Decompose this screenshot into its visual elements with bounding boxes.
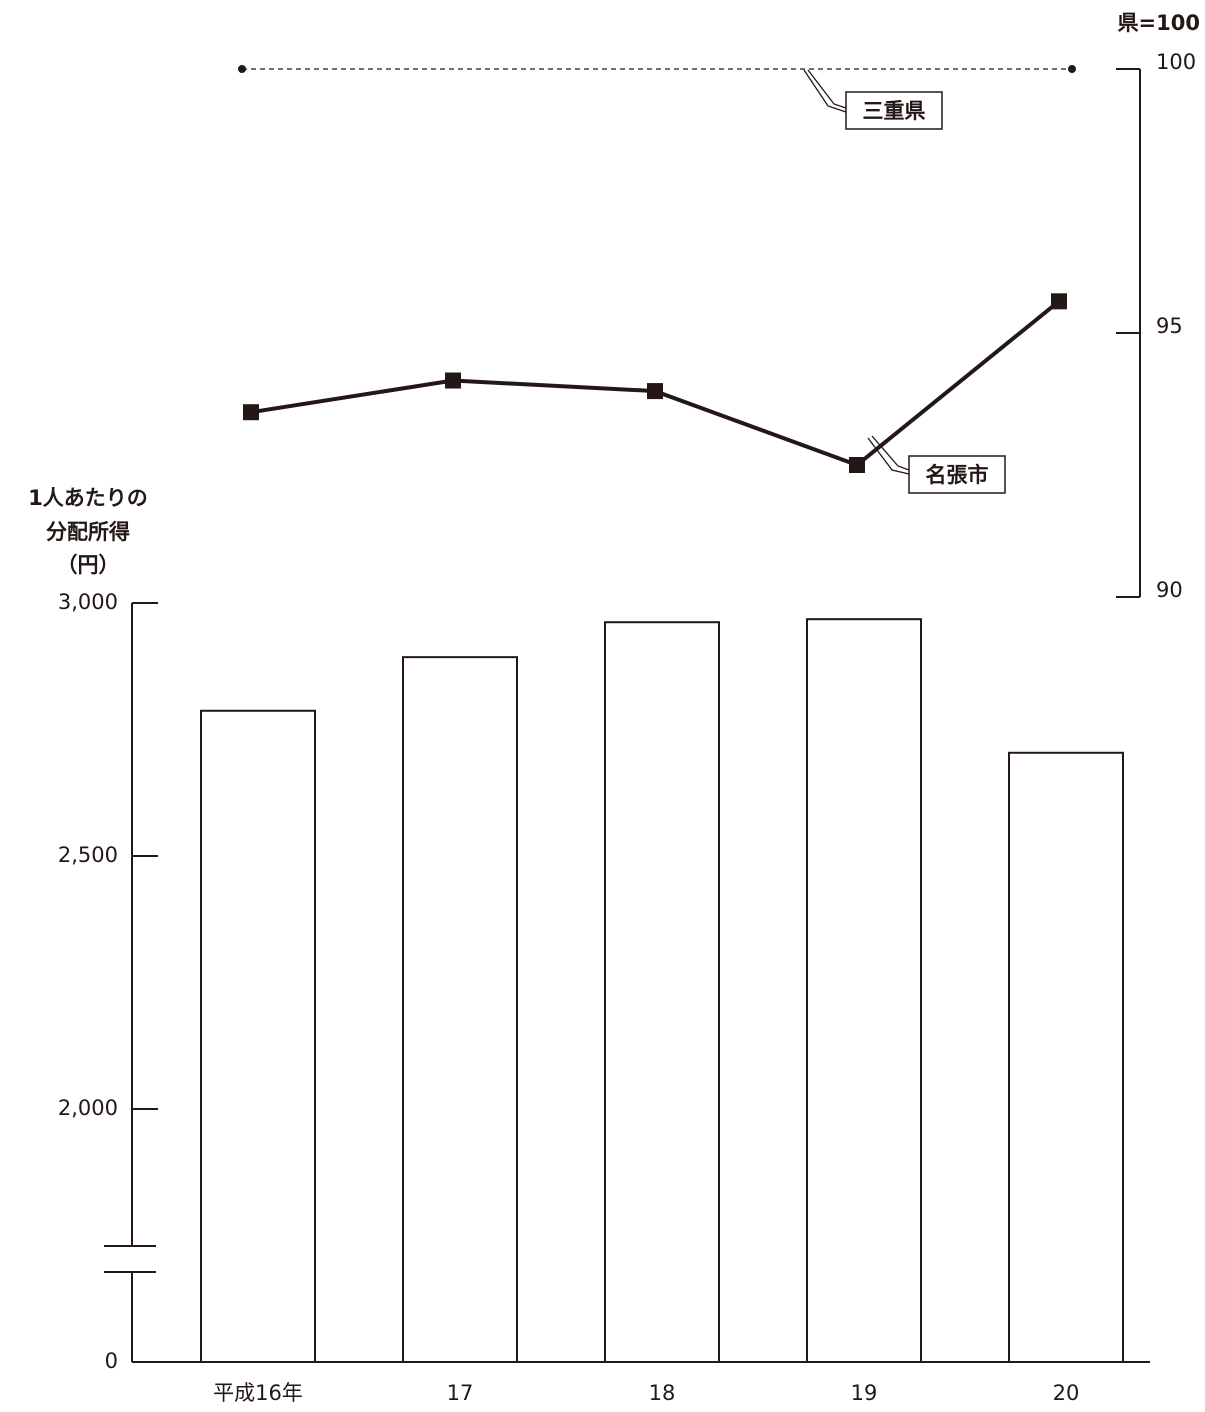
y-tick-label: 2,500: [58, 843, 118, 867]
y2-tick-label: 100: [1156, 50, 1196, 74]
callout-box: [908, 455, 1006, 494]
bar: [1008, 751, 1124, 1363]
x-tick-label: 18: [649, 1381, 676, 1405]
x-tick-label: 20: [1053, 1381, 1080, 1405]
callout-box: [845, 91, 943, 130]
y2-axis-label: 県=100: [1118, 11, 1200, 35]
callout-label: 三重県: [863, 99, 926, 123]
axis-break-gap: [120, 1247, 144, 1271]
y2-tick-label: 95: [1156, 314, 1183, 338]
x-tick-label: 19: [851, 1381, 878, 1405]
bar: [806, 618, 922, 1363]
x-tick-label: 平成16年: [213, 1381, 303, 1405]
end-dot: [238, 65, 246, 73]
y2-tick-label: 90: [1156, 578, 1183, 602]
y-axis-label: 分配所得: [46, 520, 130, 544]
callout-leader: [867, 435, 910, 475]
bar: [200, 709, 316, 1363]
marker: [647, 383, 663, 400]
marker: [243, 404, 259, 421]
y-tick-label: 3,000: [58, 590, 118, 614]
marker: [445, 372, 461, 389]
callout-label: 名張市: [926, 463, 989, 487]
y-axis-label: 1人あたりの: [28, 486, 148, 510]
y-tick-label: 0: [105, 1349, 118, 1373]
marker: [849, 457, 865, 473]
y-axis-label: （円）: [57, 553, 120, 577]
marker: [1051, 293, 1067, 310]
callout-leader: [803, 69, 847, 113]
end-dot: [1068, 65, 1076, 73]
y-tick-label: 2,000: [58, 1096, 118, 1120]
x-tick-label: 17: [447, 1381, 474, 1405]
bar: [402, 656, 518, 1363]
bar: [604, 621, 720, 1363]
